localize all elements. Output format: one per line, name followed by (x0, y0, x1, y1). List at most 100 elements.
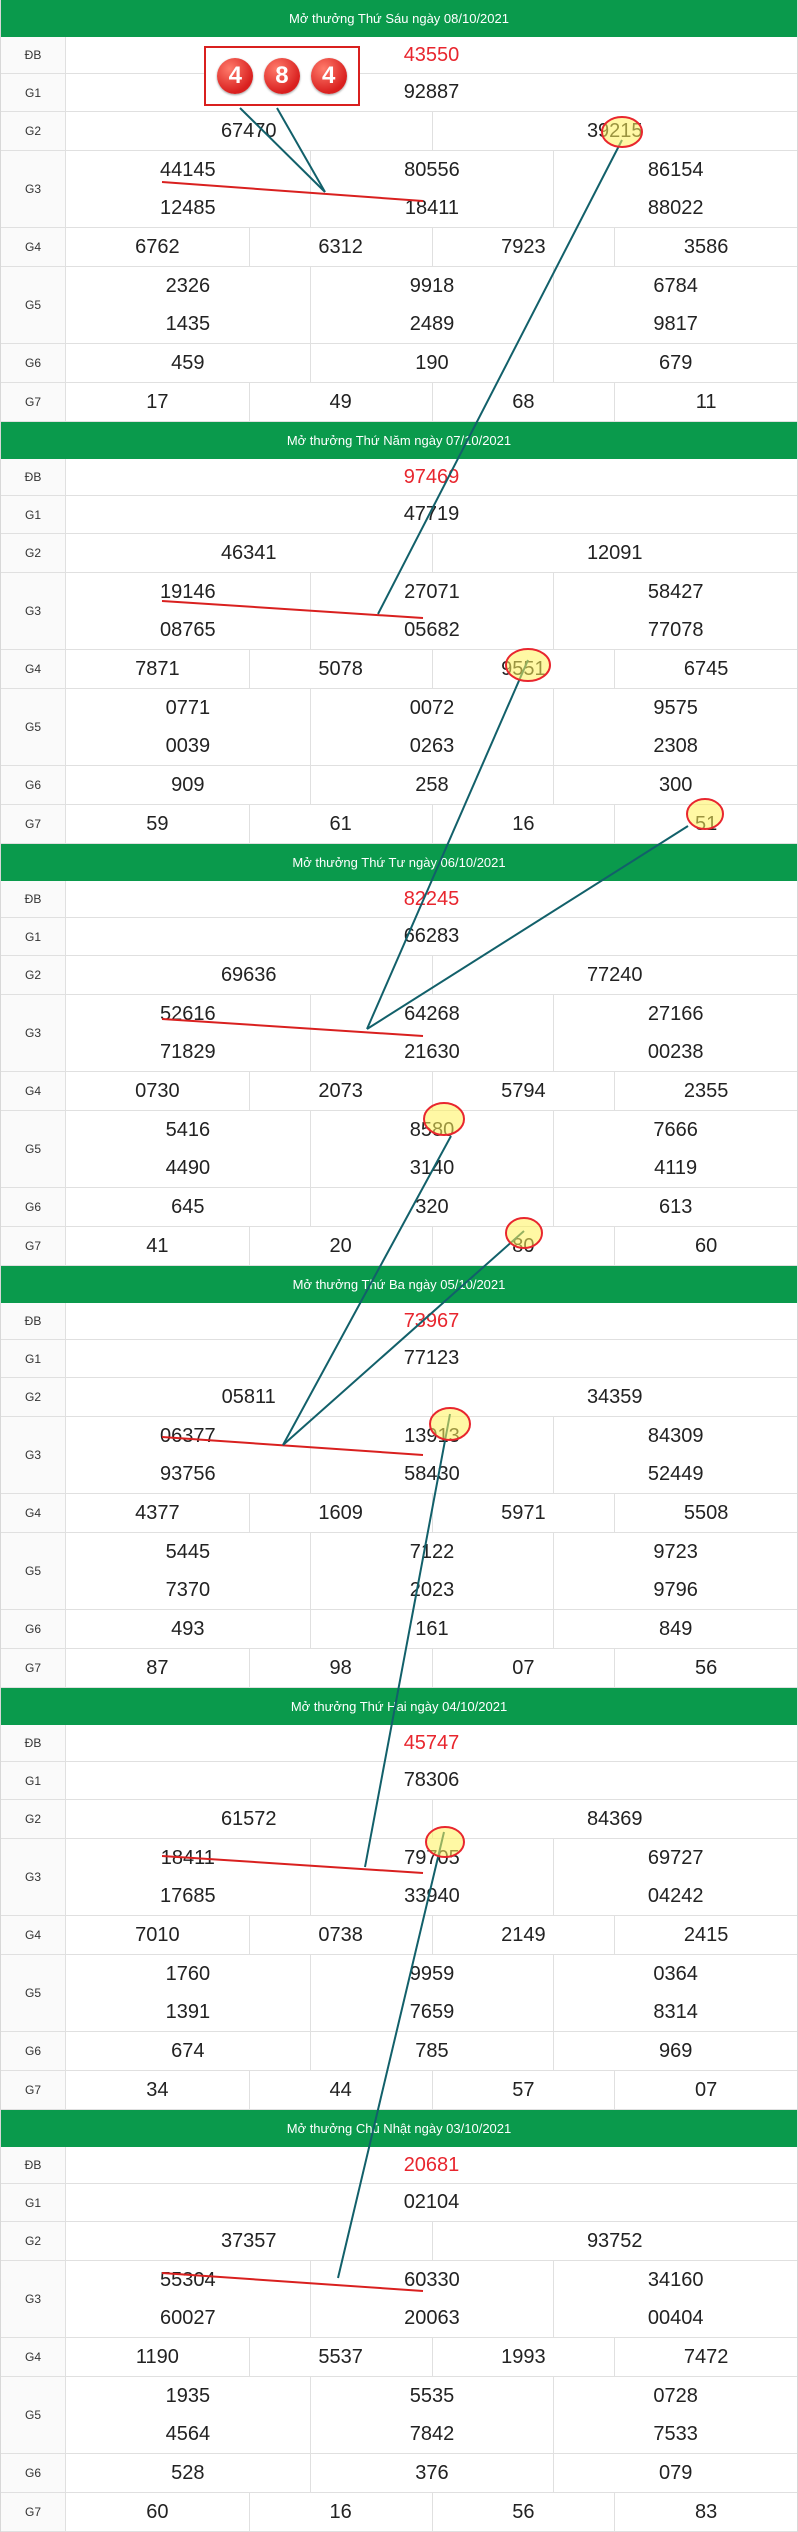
prize-values: 459 190 679 (66, 344, 797, 382)
prize-number: 18411 (309, 189, 554, 227)
prize-label: G5 (1, 2377, 66, 2453)
prize-number: 785 (309, 2032, 554, 2070)
prize-number: 41 (146, 1234, 169, 1257)
prize-number: 34160 (553, 2261, 797, 2299)
prize-number: 60027 (160, 2306, 216, 2329)
prize-number: 61572 (220, 1807, 277, 1830)
prize-number: 5508 (614, 1494, 797, 1532)
prize-number: 84309 (553, 1417, 797, 1455)
prize-number: 60 (146, 2500, 169, 2523)
prize-number: 4377 (135, 1501, 180, 1524)
prize-number: 69727 (553, 1839, 797, 1877)
prize-row-g6: G6 674 785 969 (1, 2032, 797, 2071)
prize-values: 493 161 849 (66, 1610, 797, 1648)
prize-row-g7: G7 59 61 16 51 (1, 805, 797, 844)
prize-label: G4 (1, 650, 66, 688)
prize-number: 0072 (309, 689, 554, 727)
draw-block: Mở thưởng Thứ Năm ngày 07/10/2021 ĐB 97469… (1, 422, 797, 844)
prize-number: 849 (553, 1610, 797, 1648)
prize-number: 7842 (309, 2415, 554, 2453)
prize-number: 6745 (614, 650, 797, 688)
prize-label: G1 (1, 1340, 66, 1377)
prize-values: 5445 7122 9723 7370 2023 9796 (66, 1533, 797, 1609)
prize-number: 97469 (403, 465, 460, 488)
prize-number: 5537 (248, 2338, 432, 2376)
prize-number: 77240 (431, 956, 798, 994)
prize-number: 55304 (160, 2268, 216, 2291)
prize-label: G4 (1, 228, 66, 266)
prize-number: 79705 (309, 1839, 554, 1877)
prize-row-g3: G3 06377 13913 84309 93756 58430 52449 (1, 1417, 797, 1494)
prize-values: 60 16 56 83 (66, 2493, 797, 2531)
prize-number: 0730 (135, 1079, 180, 1102)
prize-values: 78306 (66, 1762, 797, 1799)
prize-number: 2415 (614, 1916, 797, 1954)
prize-number: 7666 (553, 1111, 797, 1149)
prize-values: 20681 (66, 2147, 797, 2183)
prize-number: 0039 (165, 734, 211, 757)
prize-row-g5: G5 5445 7122 9723 7370 2023 9796 (1, 1533, 797, 1610)
prize-number: 909 (171, 773, 205, 796)
prize-label: G6 (1, 1188, 66, 1226)
prize-number: 37357 (220, 2229, 277, 2252)
prize-number: 0263 (309, 727, 554, 765)
draw-header: Mở thưởng Thứ Hai ngày 04/10/2021 (1, 1688, 797, 1725)
prize-row-g3: G3 55304 60330 34160 60027 20063 00404 (1, 2261, 797, 2338)
prize-number: 7122 (309, 1533, 554, 1571)
prize-label: G3 (1, 573, 66, 649)
prize-label: G7 (1, 1649, 66, 1687)
prize-label: ĐB (1, 1303, 66, 1339)
prize-number: 07 (614, 2071, 797, 2109)
prize-number: 12091 (431, 534, 798, 572)
prize-label: G7 (1, 805, 66, 843)
prize-number: 5535 (309, 2377, 554, 2415)
prize-label: G6 (1, 1610, 66, 1648)
prize-label: G2 (1, 112, 66, 150)
prize-number: 13913 (309, 1417, 554, 1455)
prize-values: 1935 5535 0728 4564 7842 7533 (66, 2377, 797, 2453)
prize-label: G5 (1, 1955, 66, 2031)
prize-row-g2: G2 61572 84369 (1, 1800, 797, 1839)
prize-number: 49 (248, 383, 432, 421)
prize-label: G5 (1, 267, 66, 343)
prize-row-g3: G3 18411 79705 69727 17685 33940 04242 (1, 1839, 797, 1916)
prize-label: ĐB (1, 2147, 66, 2183)
prize-label: ĐB (1, 459, 66, 495)
prize-values: 528 376 079 (66, 2454, 797, 2492)
prize-values: 44145 80556 86154 12485 18411 88022 (66, 151, 797, 227)
draw-header: Mở thưởng Chủ Nhật ngày 03/10/2021 (1, 2110, 797, 2147)
prize-values: 97469 (66, 459, 797, 495)
prize-number: 93756 (160, 1462, 216, 1485)
prize-number: 57 (431, 2071, 615, 2109)
prize-number: 645 (171, 1195, 205, 1218)
prize-values: 73967 (66, 1303, 797, 1339)
prize-number: 08765 (160, 618, 216, 641)
prize-row-g6: G6 528 376 079 (1, 2454, 797, 2493)
prize-number: 56 (614, 1649, 797, 1687)
prize-label: ĐB (1, 881, 66, 917)
prize-number: 9796 (553, 1571, 797, 1609)
prize-values: 1760 9959 0364 1391 7659 8314 (66, 1955, 797, 2031)
prize-row-db: ĐB 73967 (1, 1303, 797, 1340)
prize-number: 34 (146, 2078, 169, 2101)
prize-number: 3586 (614, 228, 797, 266)
draw-block: Mở thưởng Thứ Hai ngày 04/10/2021 ĐB 45747… (1, 1688, 797, 2110)
prize-number: 2073 (248, 1072, 432, 1110)
prize-number: 258 (309, 766, 554, 804)
prize-number: 51 (614, 805, 797, 843)
draw-block: Mở thưởng Thứ Tư ngày 06/10/2021 ĐB 82245 G… (1, 844, 797, 1266)
prize-label: G4 (1, 2338, 66, 2376)
prize-number: 0738 (248, 1916, 432, 1954)
prize-number: 00238 (553, 1033, 797, 1071)
prize-values: 4377 1609 5971 5508 (66, 1494, 797, 1532)
prize-number: 82245 (403, 887, 460, 910)
prize-row-g2: G2 69636 77240 (1, 956, 797, 995)
prize-values: 46341 12091 (66, 534, 797, 572)
prize-number: 16 (248, 2493, 432, 2531)
prize-label: G7 (1, 2071, 66, 2109)
prize-number: 59 (146, 812, 169, 835)
prize-values: 0771 0072 9575 0039 0263 2308 (66, 689, 797, 765)
prize-number: 66283 (403, 925, 460, 947)
prize-row-g1: G1 47719 (1, 496, 797, 534)
prize-values: 67470 39215 (66, 112, 797, 150)
